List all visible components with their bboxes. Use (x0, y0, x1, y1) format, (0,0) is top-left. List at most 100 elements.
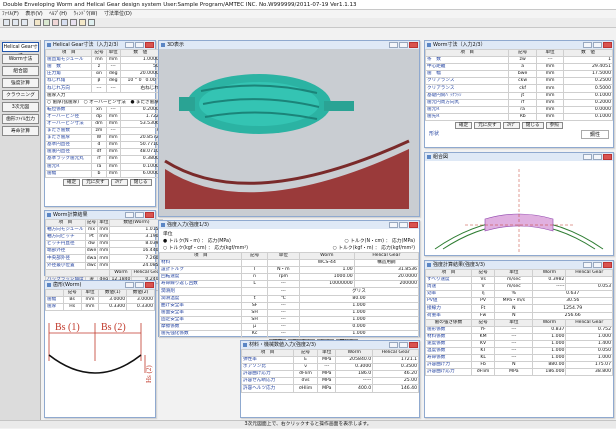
close-icon[interactable] (145, 212, 154, 218)
material-select-worm[interactable]: WCS-44 (298, 259, 355, 268)
assembly-drawing[interactable] (425, 161, 613, 255)
row-value[interactable]: 0.1000 (119, 162, 161, 171)
material-select-gear[interactable]: 構造用鋼 (353, 259, 420, 268)
menu-view[interactable]: 表示(V) (25, 11, 43, 17)
row-value[interactable]: 0.2500 (563, 77, 613, 86)
minimize-icon[interactable] (389, 342, 398, 348)
row-value[interactable]: 146.40 (372, 384, 419, 393)
row-value[interactable]: 6.0000 (119, 169, 161, 178)
minimize-icon[interactable] (125, 282, 134, 288)
row-value[interactable]: 205840.0 (335, 356, 374, 365)
sidebar-item-helical-gear[interactable]: Helical Gear寸法 (2, 42, 39, 59)
row-value[interactable]: 右ねじれ (119, 84, 161, 93)
row-value[interactable]: 1.000 (298, 308, 420, 317)
close-icon[interactable] (409, 342, 418, 348)
minimize-icon[interactable] (583, 262, 592, 268)
maximize-icon[interactable] (593, 262, 602, 268)
row-value[interactable]: 10 ° 0 ′ 0.00 ″ (119, 77, 161, 86)
save-icon[interactable] (21, 19, 28, 26)
row-value[interactable]: 1.00 (298, 266, 355, 275)
row-value[interactable]: 20.0000 (119, 70, 161, 79)
table-icon[interactable] (61, 19, 68, 26)
shape-select[interactable]: 鋼性 (580, 129, 609, 139)
maximize-icon[interactable] (135, 212, 144, 218)
sidebar-item-crowning[interactable]: クラウニング (2, 90, 39, 100)
reference-button[interactable]: 参照 (545, 121, 563, 129)
undo-button[interactable]: 元に戻す (82, 178, 109, 186)
sidebar-item-strength[interactable]: 強度計算 (2, 78, 39, 88)
sidebar-item-assembly[interactable]: 組合図 (2, 66, 39, 76)
minimize-icon[interactable] (389, 42, 398, 48)
minimize-icon[interactable] (125, 212, 134, 218)
row-value[interactable]: 7 (119, 127, 161, 136)
undo-button[interactable]: 元に戻す (474, 121, 501, 129)
close-button[interactable]: 閉じる (129, 178, 152, 186)
row-value[interactable]: 17.5000 (563, 70, 613, 79)
menu-window[interactable]: ｳｨﾝﾄﾞｳ(W) (73, 11, 98, 17)
minimize-icon[interactable] (125, 42, 134, 48)
radio-chordal[interactable]: 歯厚(弦歯厚) (52, 99, 80, 105)
row-value[interactable]: 1000.00 (298, 273, 355, 282)
close-icon[interactable] (409, 42, 418, 48)
row-value[interactable]: 1721.1 (372, 356, 419, 365)
open-folder-icon[interactable] (12, 19, 19, 26)
row-value[interactable]: 0.000 (298, 322, 420, 332)
maximize-icon[interactable] (135, 42, 144, 48)
row-value[interactable]: 53.5306 (119, 119, 161, 129)
row-value[interactable]: 0.3800 (119, 155, 161, 164)
sidebar-item-profile-output[interactable]: 歯形ﾌｧｲﾙ出力 (2, 114, 39, 124)
row-value[interactable]: 0.2000 (563, 98, 613, 107)
print-icon[interactable] (34, 19, 41, 26)
row-value[interactable]: 25.00 (372, 377, 419, 386)
menu-file[interactable]: ﾌｧｲﾙ(F) (2, 11, 19, 17)
close-icon[interactable] (409, 222, 418, 228)
sidebar-item-life[interactable]: 寿命計算 (2, 126, 39, 136)
sidebar-item-worm[interactable]: Worm寸法 (2, 54, 39, 64)
row-value[interactable]: 50 (119, 63, 161, 72)
maximize-icon[interactable] (399, 222, 408, 228)
row-value[interactable]: 1.0000 (119, 56, 161, 65)
3d-render-canvas[interactable] (159, 49, 419, 216)
gear-icon[interactable] (52, 19, 59, 26)
row-value[interactable]: 200000 (353, 280, 420, 289)
close-icon[interactable] (603, 42, 612, 48)
chart-icon[interactable] (43, 19, 50, 26)
row-value[interactable]: 29.4051 (563, 63, 613, 72)
row-value[interactable]: 0.2000 (119, 105, 161, 114)
maximize-icon[interactable] (593, 42, 602, 48)
menu-units[interactable]: 寸法単位(D) (104, 11, 132, 17)
row-value[interactable]: 0.3300 (98, 303, 128, 312)
row-value[interactable]: 1.722 (119, 112, 161, 121)
skip-button[interactable]: ｽｷﾌﾟ (110, 178, 128, 186)
row-value[interactable]: 1 (563, 56, 613, 65)
export-icon[interactable] (79, 19, 86, 26)
row-value[interactable]: 46.20 (372, 370, 419, 379)
row-value[interactable]: 3.0000 (98, 296, 128, 305)
row-value[interactable]: 0.3500 (372, 363, 419, 372)
confirm-button[interactable]: 確定 (63, 178, 81, 186)
confirm-button[interactable]: 確定 (455, 121, 473, 129)
close-icon[interactable] (603, 262, 612, 268)
row-value[interactable]: 0.3000 (335, 363, 374, 372)
minimize-icon[interactable] (583, 42, 592, 48)
sidebar-item-3d[interactable]: 3次元図 (2, 102, 39, 112)
radio-nm[interactable]: ● トルク(N・m) ： 応力(MPa) (163, 239, 231, 244)
maximize-icon[interactable] (399, 42, 408, 48)
row-value[interactable]: 20.0000 (353, 273, 420, 282)
close-button[interactable]: 閉じる (521, 121, 544, 129)
row-value[interactable]: 0.1000 (563, 112, 613, 121)
row-value[interactable]: ----- (335, 377, 374, 386)
minimize-icon[interactable] (583, 154, 592, 160)
row-value[interactable]: 1.000 (298, 301, 420, 310)
row-value[interactable]: 1.000 (298, 330, 420, 339)
row-value[interactable]: 0.3300 (126, 303, 155, 312)
radio-ncm[interactable]: ○ トルク(N・cm) ： 応力(MPa) (344, 239, 416, 244)
layout-icon[interactable] (70, 19, 77, 26)
maximize-icon[interactable] (135, 282, 144, 288)
skip-button[interactable]: ｽｷﾌﾟ (502, 121, 520, 129)
menu-help[interactable]: ﾍﾙﾌﾟ(H) (49, 11, 67, 17)
row-value[interactable]: 1.000 (298, 315, 420, 324)
row-value[interactable]: 186.0 (335, 370, 374, 379)
row-value[interactable]: 0.0000 (563, 105, 613, 114)
maximize-icon[interactable] (399, 342, 408, 348)
